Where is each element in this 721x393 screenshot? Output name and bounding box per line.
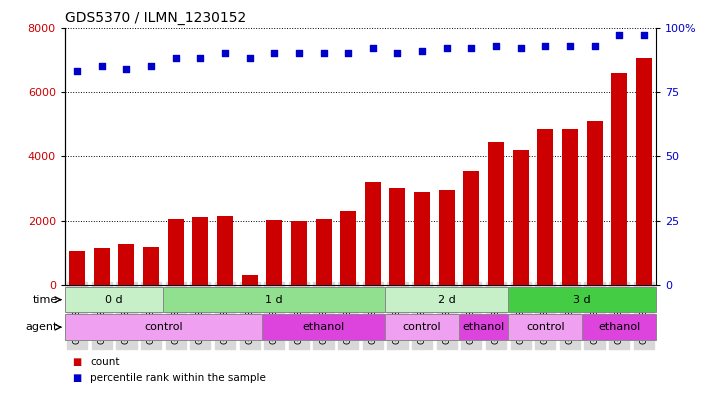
Bar (414, 192, 430, 285)
Point (589, 42, 601, 49)
Point (120, 66, 132, 72)
Bar (583, 314, 656, 340)
Point (638, 32, 650, 39)
Text: control: control (403, 322, 441, 332)
Point (219, 50, 231, 56)
Bar (118, 244, 135, 285)
Bar (316, 219, 332, 285)
Bar (513, 150, 528, 285)
Bar (438, 190, 455, 285)
Bar (611, 73, 627, 285)
Text: 2 d: 2 d (438, 295, 456, 305)
Bar (562, 129, 578, 285)
Point (170, 55, 182, 62)
Bar (459, 314, 508, 340)
Bar (537, 129, 553, 285)
Bar (217, 216, 233, 285)
Bar (94, 248, 110, 285)
Point (614, 32, 625, 39)
Point (96, 63, 107, 69)
Point (342, 50, 354, 56)
Bar (385, 314, 459, 340)
Bar (636, 58, 652, 285)
Text: ■: ■ (72, 358, 81, 367)
Text: 3 d: 3 d (573, 295, 591, 305)
Text: control: control (526, 322, 565, 332)
Point (195, 55, 206, 62)
Bar (65, 314, 262, 340)
Text: percentile rank within the sample: percentile rank within the sample (90, 373, 266, 383)
Bar (488, 142, 504, 285)
Bar (266, 220, 283, 285)
Text: count: count (90, 358, 120, 367)
Text: control: control (144, 322, 182, 332)
Bar (168, 219, 184, 285)
Point (441, 45, 453, 51)
Bar (69, 251, 85, 285)
Bar (586, 121, 603, 285)
Point (71, 68, 83, 74)
Point (564, 42, 575, 49)
Point (244, 55, 255, 62)
Point (318, 50, 329, 56)
Text: ethanol: ethanol (302, 322, 345, 332)
Bar (508, 287, 656, 312)
Text: 1 d: 1 d (265, 295, 283, 305)
Bar (508, 314, 583, 340)
Point (367, 45, 379, 51)
Point (293, 50, 305, 56)
Bar (193, 217, 208, 285)
Text: GDS5370 / ILMN_1230152: GDS5370 / ILMN_1230152 (65, 11, 246, 25)
Bar (389, 188, 405, 285)
Bar (291, 220, 307, 285)
Bar (365, 182, 381, 285)
Bar (464, 171, 479, 285)
Text: ethanol: ethanol (463, 322, 505, 332)
Bar (340, 211, 356, 285)
Bar (242, 275, 257, 285)
Bar (143, 247, 159, 285)
Point (515, 45, 526, 51)
Point (416, 48, 428, 54)
Text: agent: agent (25, 322, 58, 332)
Point (539, 42, 551, 49)
Point (466, 45, 477, 51)
Text: ■: ■ (72, 373, 81, 383)
Bar (65, 287, 164, 312)
Text: ethanol: ethanol (598, 322, 640, 332)
Point (146, 63, 157, 69)
Bar (164, 287, 385, 312)
Bar (385, 287, 508, 312)
Text: time: time (32, 295, 58, 305)
Point (490, 42, 502, 49)
Text: 0 d: 0 d (105, 295, 123, 305)
Point (268, 50, 280, 56)
Bar (262, 314, 385, 340)
Point (392, 50, 403, 56)
